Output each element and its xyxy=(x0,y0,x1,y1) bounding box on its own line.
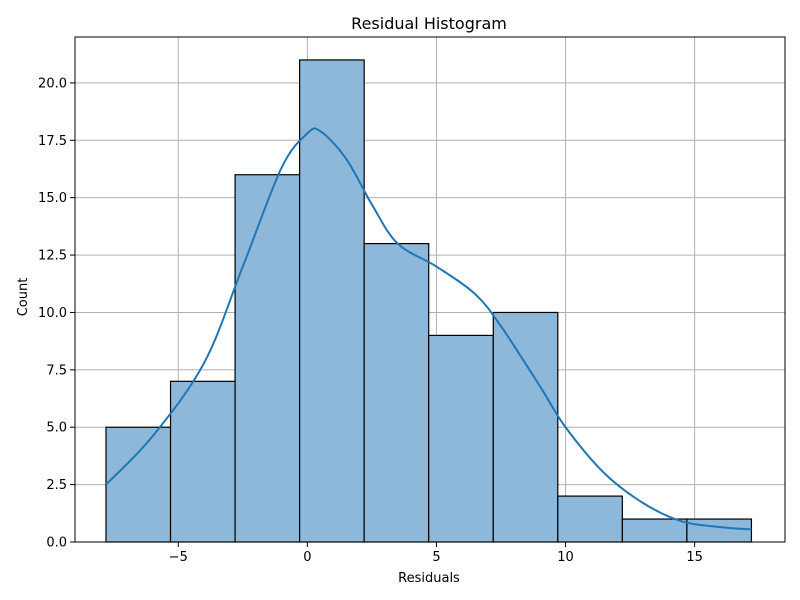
y-axis-label: Count xyxy=(16,278,31,317)
y-tick-label: 10.0 xyxy=(38,306,67,321)
x-tick-label: −5 xyxy=(169,550,188,565)
histogram-bar xyxy=(105,426,172,543)
histogram-bar xyxy=(686,518,753,543)
x-tick-label: 15 xyxy=(686,550,703,565)
histogram-bar xyxy=(363,242,430,543)
histogram-bars xyxy=(105,59,753,543)
x-axis-ticks: −5 0 5 10 15 xyxy=(169,542,703,565)
chart-title: Residual Histogram xyxy=(351,14,507,33)
y-tick-label: 20.0 xyxy=(38,76,67,91)
x-tick-label: 0 xyxy=(303,550,311,565)
plot-frame xyxy=(74,36,786,543)
y-tick-label: 7.5 xyxy=(46,363,67,378)
histogram-bar xyxy=(492,311,559,543)
histogram-bar xyxy=(428,334,494,543)
y-tick-label: 15.0 xyxy=(38,191,67,206)
histogram-bar xyxy=(557,495,623,543)
x-axis-label: Residuals xyxy=(398,571,460,586)
histogram-bar xyxy=(621,518,688,543)
y-tick-label: 17.5 xyxy=(38,134,67,149)
x-tick-label: 10 xyxy=(557,550,574,565)
y-tick-label: 5.0 xyxy=(46,421,67,436)
x-tick-label: 5 xyxy=(432,550,440,565)
y-axis-ticks: 0.0 2.5 5.0 7.5 10.0 12.5 15.0 17.5 20.0 xyxy=(38,76,75,551)
y-tick-label: 2.5 xyxy=(46,478,67,493)
y-tick-label: 12.5 xyxy=(38,249,67,264)
histogram-bar xyxy=(234,174,301,543)
kde-curve xyxy=(105,127,752,531)
y-tick-label: 0.0 xyxy=(46,536,67,551)
histogram-bar xyxy=(169,380,236,543)
